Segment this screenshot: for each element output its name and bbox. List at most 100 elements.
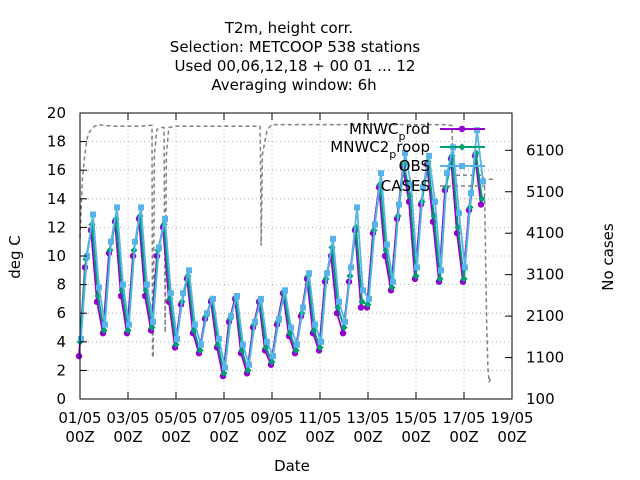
point-obs — [108, 238, 114, 245]
point-obs — [294, 341, 300, 348]
point-obs — [90, 211, 96, 218]
point-obs — [348, 264, 354, 271]
y2-tick-label: 1100 — [526, 349, 564, 367]
point-obs — [318, 338, 324, 345]
x-tick-label-date: 15/05 — [394, 409, 437, 427]
y2-tick-label: 4100 — [526, 224, 564, 242]
series-line-obs — [80, 130, 484, 368]
x-tick-label-hour: 00Z — [305, 428, 334, 446]
point-mnwc2_preop — [292, 346, 300, 354]
point-obs — [276, 315, 282, 322]
point-mnwc_prod — [357, 304, 365, 311]
legend-label-cases: CASES — [381, 177, 430, 195]
x-tick-label-hour: 00Z — [257, 428, 286, 446]
cases-line-tail — [483, 179, 492, 383]
x-tick-label-date: 07/05 — [202, 409, 245, 427]
y2-tick-label: 3100 — [526, 266, 564, 284]
x-axis-label: Date — [274, 457, 310, 475]
chart-title-line-2: Selection: METCOOP 538 stations — [170, 38, 421, 56]
y-tick-label: 14 — [47, 190, 66, 208]
legend-label-mnwc_prod: MNWCprod — [349, 120, 430, 143]
point-mnwc2_preop — [124, 326, 132, 334]
point-mnwc2_preop — [388, 283, 396, 292]
y-axis-ticks: 0 2 4 6 8 10 12 14 16 18 20 — [47, 104, 87, 408]
point-obs — [120, 281, 126, 288]
point-obs — [96, 284, 102, 291]
legend-marker-mnwc2_preop — [458, 143, 466, 151]
point-obs — [150, 318, 156, 325]
legend-marker-mnwc_prod — [458, 125, 466, 133]
point-obs — [222, 364, 228, 371]
point-obs — [300, 304, 306, 311]
y-tick-label: 12 — [47, 218, 66, 236]
point-obs — [396, 201, 402, 208]
x-tick-label-hour: 00Z — [209, 428, 238, 446]
y-tick-label: 2 — [56, 361, 66, 379]
series-layer — [75, 127, 486, 380]
point-mnwc2_preop — [340, 323, 348, 332]
y2-tick-label: 100 — [526, 390, 555, 408]
legend-marker-obs — [459, 163, 465, 169]
x-tick-label-date: 11/05 — [298, 409, 341, 427]
point-obs — [144, 281, 150, 288]
point-obs — [366, 295, 372, 302]
point-obs — [336, 298, 342, 305]
point-mnwc2_preop — [316, 343, 324, 352]
x-tick-label-date: 05/05 — [154, 409, 197, 427]
x-tick-label-hour: 00Z — [65, 428, 94, 446]
legend-label-obs: OBS — [399, 157, 430, 175]
x-axis-ticks: 01/0500Z03/0500Z05/0500Z07/0500Z09/0500Z… — [58, 113, 534, 446]
legend-label-mnwc2_preop: MNWC2proop — [330, 138, 430, 161]
point-mnwc2_preop — [214, 341, 222, 349]
point-obs — [438, 267, 444, 274]
point-obs — [414, 264, 420, 271]
x-tick-label-hour: 00Z — [449, 428, 478, 446]
point-obs — [306, 270, 312, 277]
point-obs — [330, 235, 336, 242]
point-mnwc2_preop — [412, 272, 420, 280]
y2-tick-label: 2100 — [526, 307, 564, 325]
y2-axis-ticks: 100 1100 2100 3100 4100 5100 6100 — [505, 141, 564, 408]
point-obs — [354, 204, 360, 211]
y-tick-label: 16 — [47, 161, 66, 179]
x-tick-label-hour: 00Z — [353, 428, 382, 446]
point-obs — [198, 341, 204, 348]
point-obs — [324, 270, 330, 277]
point-obs — [204, 310, 210, 317]
x-tick-label-hour: 00Z — [161, 428, 190, 446]
point-obs — [210, 295, 216, 302]
point-mnwc2_preop — [94, 292, 102, 300]
point-obs — [408, 181, 414, 188]
point-mnwc2_preop — [244, 366, 252, 374]
y2-tick-label: 5100 — [526, 183, 564, 201]
point-obs — [456, 210, 462, 217]
point-obs — [126, 321, 132, 328]
point-obs — [264, 338, 270, 345]
point-obs — [174, 335, 180, 342]
point-mnwc2_preop — [100, 326, 108, 334]
point-mnwc2_preop — [268, 358, 276, 366]
point-obs — [312, 321, 318, 328]
chart-title-line-1: T2m, height corr. — [224, 19, 353, 37]
y2-axis-label: No cases — [599, 223, 617, 291]
point-obs — [360, 287, 366, 294]
y2-tick-label: 6100 — [526, 141, 564, 159]
point-mnwc2_preop — [148, 323, 156, 332]
point-mnwc2_preop — [166, 295, 174, 303]
point-mnwc_prod — [477, 201, 485, 208]
point-mnwc2_preop — [220, 369, 228, 377]
point-obs — [480, 178, 486, 185]
point-mnwc2_preop — [358, 298, 366, 306]
x-tick-label-hour: 00Z — [497, 428, 526, 446]
point-obs — [246, 361, 252, 368]
point-obs — [390, 278, 396, 285]
y-axis-label: deg C — [6, 235, 24, 279]
point-mnwc2_preop — [460, 275, 468, 283]
x-tick-label-hour: 00Z — [401, 428, 430, 446]
point-obs — [240, 341, 246, 348]
point-obs — [432, 198, 438, 205]
x-tick-label-date: 03/05 — [106, 409, 149, 427]
point-obs — [342, 318, 348, 325]
point-obs — [372, 221, 378, 228]
point-obs — [228, 313, 234, 320]
